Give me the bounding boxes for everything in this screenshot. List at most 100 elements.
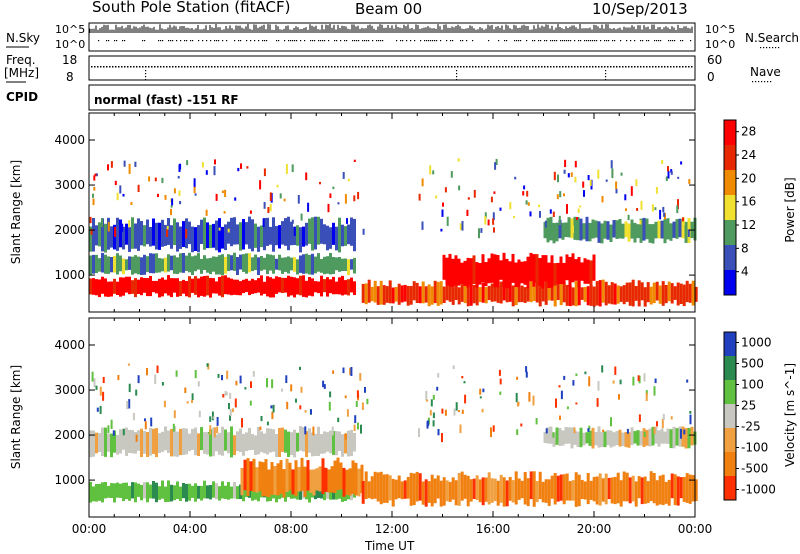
data-cell xyxy=(445,257,449,286)
n-search-dot xyxy=(98,40,100,42)
scatter-cell xyxy=(154,374,157,384)
data-cell xyxy=(454,480,458,506)
data-cell xyxy=(658,475,662,505)
scatter-cell xyxy=(266,378,268,388)
data-cell xyxy=(176,481,179,499)
data-cell xyxy=(350,277,353,293)
data-cell xyxy=(475,475,479,501)
scatter-cell xyxy=(429,165,432,175)
data-cell xyxy=(143,225,146,247)
data-cell xyxy=(655,480,659,506)
data-cell xyxy=(350,259,353,270)
freq-dot xyxy=(550,66,552,68)
data-cell xyxy=(546,217,550,243)
scatter-cell xyxy=(490,427,492,437)
scatter-cell xyxy=(293,226,296,236)
data-cell xyxy=(338,257,341,272)
scatter-cell xyxy=(559,191,562,198)
scatter-cell xyxy=(564,159,567,168)
n-search-dot xyxy=(586,40,588,42)
data-cell xyxy=(221,254,224,276)
colorbar-tick-label: 1000 xyxy=(741,336,772,350)
scatter-cell xyxy=(279,193,282,199)
data-cell xyxy=(323,224,326,245)
data-cell xyxy=(517,259,521,288)
scatter-cell xyxy=(252,371,255,377)
freq-dot xyxy=(196,66,198,68)
data-cell xyxy=(427,481,431,503)
freq-dot xyxy=(529,66,531,68)
data-cell xyxy=(323,431,326,454)
data-cell xyxy=(312,469,316,496)
freq-dot xyxy=(268,66,270,68)
data-cell xyxy=(221,481,224,499)
data-cell xyxy=(101,482,104,503)
freq-dot xyxy=(220,66,222,68)
freq-dot xyxy=(190,66,192,68)
data-cell xyxy=(134,278,137,298)
data-cell xyxy=(188,433,191,452)
data-cell xyxy=(293,429,296,458)
data-cell xyxy=(493,254,497,288)
scatter-cell xyxy=(137,375,140,384)
scatter-cell xyxy=(170,208,172,216)
scatter-cell xyxy=(99,405,102,414)
data-cell xyxy=(514,280,518,306)
data-cell xyxy=(588,222,592,242)
scatter-cell xyxy=(263,202,266,209)
data-cell xyxy=(603,220,607,239)
freq-dot xyxy=(241,66,243,68)
data-cell xyxy=(95,432,98,454)
data-cell xyxy=(688,474,692,504)
nave-tick-high: 60 xyxy=(707,53,723,67)
data-cell xyxy=(233,481,236,499)
data-cell xyxy=(487,258,491,284)
freq-dot xyxy=(415,66,417,68)
data-cell xyxy=(619,286,623,302)
n-search-dot xyxy=(506,40,508,42)
n-search-legend-dots xyxy=(760,47,780,49)
freq-dot xyxy=(619,66,621,68)
data-cell xyxy=(624,221,628,238)
data-cell xyxy=(592,476,596,502)
scatter-cell xyxy=(437,429,440,436)
scatter-cell xyxy=(525,200,528,205)
scatter-cell xyxy=(513,215,516,219)
data-cell xyxy=(490,478,494,503)
data-cell xyxy=(245,432,248,452)
freq-dot xyxy=(457,66,459,68)
data-cell xyxy=(236,257,239,275)
data-cell xyxy=(573,430,577,445)
data-cell xyxy=(589,480,593,500)
data-cell xyxy=(385,286,389,303)
scatter-cell xyxy=(213,166,216,176)
scatter-cell xyxy=(484,212,487,219)
freq-dot xyxy=(532,66,534,68)
data-cell xyxy=(269,428,272,453)
data-cell xyxy=(610,282,614,305)
scatter-cell xyxy=(201,162,204,168)
scatter-cell xyxy=(269,192,272,202)
n-search-dot xyxy=(520,40,522,42)
scatter-cell xyxy=(246,166,249,169)
data-cell xyxy=(152,428,155,454)
scatter-cell xyxy=(494,162,497,170)
scatter-cell xyxy=(283,198,286,202)
data-cell xyxy=(203,276,206,297)
data-cell xyxy=(134,255,137,274)
data-cell xyxy=(619,480,623,507)
freq-dot xyxy=(97,66,99,68)
scatter-cell xyxy=(457,410,460,413)
data-cell xyxy=(616,285,620,304)
scatter-cell xyxy=(185,228,188,239)
data-cell xyxy=(376,472,380,502)
data-cell xyxy=(269,254,272,271)
data-cell xyxy=(263,257,266,270)
scatter-cell xyxy=(450,171,453,178)
scatter-cell xyxy=(627,214,630,221)
freq-dot xyxy=(247,66,249,68)
data-cell xyxy=(580,287,584,300)
scatter-cell xyxy=(654,378,657,384)
freq-dot xyxy=(601,66,603,68)
data-cell xyxy=(367,279,371,303)
